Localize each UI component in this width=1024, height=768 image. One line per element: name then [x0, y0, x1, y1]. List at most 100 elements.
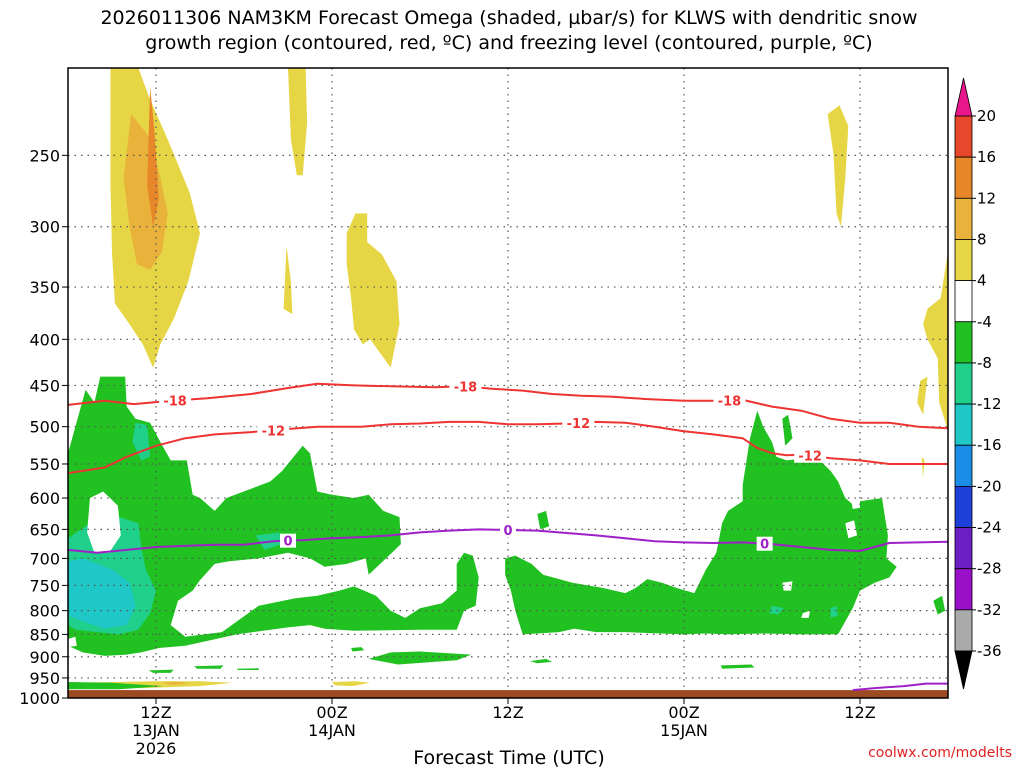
omega-region-4: [283, 245, 293, 315]
contour-label: -12: [567, 417, 591, 432]
contour-label: -18: [163, 394, 187, 409]
omega-region-31: [830, 605, 838, 618]
contour-line-0: [68, 382, 948, 430]
omega-region-11: [332, 681, 371, 687]
contour-label-bg: [159, 393, 192, 408]
omega-region-3: [288, 68, 308, 176]
colorbar-swatch: [954, 239, 973, 282]
colorbar: 20 16 12 8 4 -4 -8 -12 -16 -20 -24 -28 -32 -36: [954, 77, 1002, 690]
omega-region-34: [701, 474, 723, 505]
y-tick-label: 700: [29, 549, 60, 568]
y-tick-label: 350: [29, 278, 60, 297]
colorbar-label: -4: [977, 313, 992, 331]
contour-label-bg: [500, 522, 516, 537]
omega-region-21: [530, 658, 552, 664]
omega-region-15: [505, 410, 897, 635]
contour-label: 0: [283, 535, 292, 550]
colorbar-swatch: [954, 362, 973, 405]
y-tick-label: 450: [29, 376, 60, 395]
y-tick-label: 550: [29, 455, 60, 474]
omega-region-25: [236, 668, 259, 670]
contour-label-bg: [449, 379, 482, 394]
contour-label: 0: [760, 538, 769, 553]
omega-region-7: [923, 252, 948, 431]
colorbar-label: -32: [977, 601, 1002, 619]
omega-region-26: [68, 682, 164, 690]
omega-region-28: [132, 422, 151, 461]
omega-region-1: [123, 114, 168, 270]
colorbar-label: 12: [977, 189, 996, 207]
y-axis-ticks: 250 300 350 400 450 500 550 600 650 700 750 800 850 9…: [19, 146, 68, 708]
colorbar-swatch: [954, 197, 973, 240]
colorbar-top-arrow: [954, 77, 973, 117]
colorbar-bottom-arrow: [954, 650, 973, 690]
omega-region-41: [68, 636, 77, 648]
x-tick-label: 14JAN: [308, 721, 356, 740]
colorbar-label: -36: [977, 642, 1002, 660]
x-tick-label: 12Z: [844, 703, 875, 722]
omega-region-32: [68, 558, 136, 629]
x-tick-label: 00Z: [668, 703, 699, 722]
x-tick-label: 12Z: [140, 703, 171, 722]
omega-region-24: [148, 669, 174, 673]
omega-region-37: [851, 496, 860, 509]
colorbar-swatch: [954, 609, 973, 652]
omega-region-9: [921, 456, 925, 478]
colorbar-label: -24: [977, 519, 1002, 537]
contour-label: -18: [454, 380, 478, 395]
colorbar-swatch: [954, 156, 973, 199]
contour-label-bg: [562, 415, 595, 430]
y-tick-label: 650: [29, 520, 60, 539]
contour-label: 0: [503, 524, 512, 539]
x-axis-label: Forecast Time (UTC): [413, 747, 604, 768]
contour-label: -18: [718, 394, 742, 409]
y-tick-label: 1000: [19, 689, 60, 708]
omega-region-20: [351, 647, 365, 652]
colorbar-label: 16: [977, 148, 996, 166]
omega-region-16: [537, 510, 550, 530]
omega-region-30: [769, 605, 784, 615]
contour-label: -12: [262, 424, 286, 439]
omega-region-35: [582, 498, 599, 530]
x-tick-label: 2026: [136, 739, 177, 758]
y-tick-label: 800: [29, 602, 60, 621]
omega-region-17: [782, 414, 793, 446]
contour-label: -12: [798, 450, 822, 465]
contour-label-bg: [713, 393, 746, 408]
x-tick-label: 12Z: [492, 703, 523, 722]
colorbar-label: 4: [977, 272, 987, 290]
ground-layer: [68, 690, 948, 698]
y-tick-label: 950: [29, 669, 60, 688]
x-tick-label: 00Z: [316, 703, 347, 722]
omega-region-33: [87, 491, 121, 553]
contour-label-bg: [257, 423, 290, 438]
omega-shading: [68, 68, 948, 690]
grid-lines: [68, 68, 948, 698]
x-tick-label: 13JAN: [132, 721, 180, 740]
omega-region-22: [720, 664, 755, 669]
chart-title-line-2: growth region (contoured, red, ºC) and f…: [145, 32, 872, 54]
colorbar-label: -16: [977, 436, 1002, 454]
colorbar-label: 8: [977, 230, 987, 248]
y-tick-label: 850: [29, 625, 60, 644]
omega-region-38: [782, 581, 793, 591]
omega-region-5: [346, 213, 400, 368]
colorbar-label: 20: [977, 107, 996, 125]
site-credit: coolwx.com/modelts: [868, 745, 1012, 761]
y-tick-label: 900: [29, 648, 60, 667]
colorbar-label: -28: [977, 560, 1002, 578]
y-tick-label: 400: [29, 330, 60, 349]
omega-region-8: [917, 376, 928, 415]
colorbar-swatch: [954, 280, 973, 323]
ground-fill: [68, 690, 948, 698]
colorbar-label: -12: [977, 395, 1002, 413]
colorbar-swatch: [954, 403, 973, 446]
chart-title-line-1: 2026011306 NAM3KM Forecast Omega (shaded…: [100, 7, 917, 29]
y-tick-label: 600: [29, 489, 60, 508]
plot-area: -18 -18 -18 -12 -12 -12 0 0 0: [68, 68, 948, 698]
contour-label-bg: [794, 448, 827, 463]
y-tick-label: 750: [29, 576, 60, 595]
omega-region-19: [368, 651, 472, 665]
colorbar-swatch: [954, 444, 973, 487]
